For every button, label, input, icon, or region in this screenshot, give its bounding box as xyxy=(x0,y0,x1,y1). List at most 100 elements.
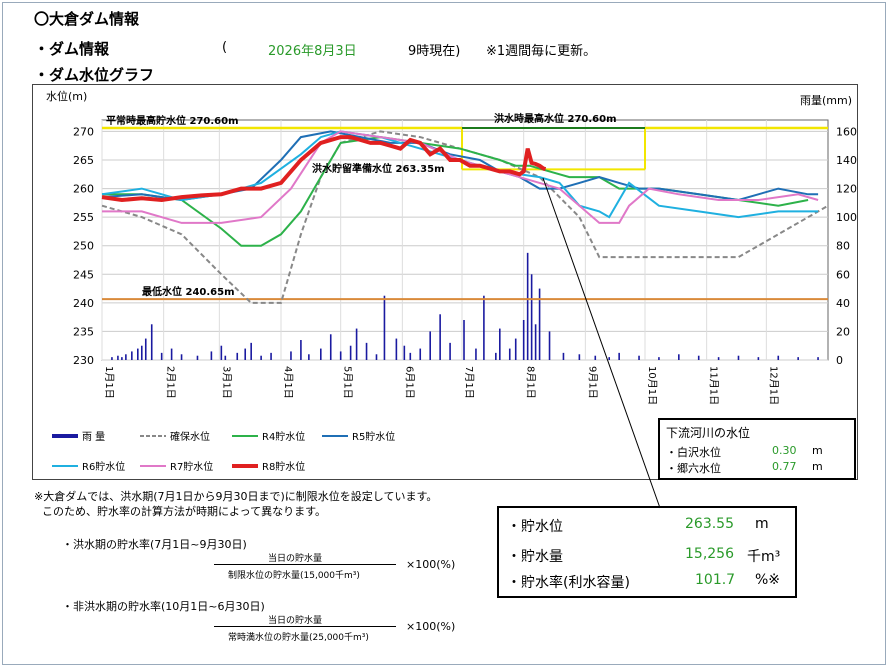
rain-bar xyxy=(308,354,310,360)
update-note: ※1週間毎に更新。 xyxy=(486,44,597,59)
graph-label: ・ダム水位グラフ xyxy=(34,66,155,84)
rain-bar xyxy=(522,320,525,360)
month-tick-label: 2月1日 xyxy=(165,366,177,399)
rain-bar xyxy=(125,354,127,360)
rain-bar xyxy=(111,357,113,360)
rain-bar xyxy=(236,352,239,360)
y2-tick-label: 40 xyxy=(836,297,850,310)
gouroku-unit: m xyxy=(812,460,823,473)
rain-bar xyxy=(224,355,227,360)
rain-bar xyxy=(797,357,799,360)
flood-fraction-bar xyxy=(214,564,396,565)
legend-label: R8貯水位 xyxy=(262,460,305,473)
rain-bar xyxy=(538,288,541,360)
legend-label: R7貯水位 xyxy=(170,460,213,473)
nonflood-period-title: ・非洪水期の貯水率(10月1日~6月30日) xyxy=(62,600,265,613)
rain-bar xyxy=(757,357,760,360)
rain-bar xyxy=(429,331,431,360)
update-date: 2026年8月3日 xyxy=(268,44,357,59)
paren-open: ( xyxy=(222,40,228,55)
y2-tick-label: 120 xyxy=(836,183,857,196)
month-tick-label: 10月1日 xyxy=(646,366,658,405)
rain-bar xyxy=(140,345,143,360)
nonflood-multiplier: ×100(%) xyxy=(406,620,456,633)
storage-volume-unit: 千m³ xyxy=(747,549,781,565)
rain-bar xyxy=(697,355,700,360)
y-tick-label: 260 xyxy=(73,183,94,196)
series-line-R8貯水位 xyxy=(101,135,547,203)
rain-bar xyxy=(578,354,581,360)
rain-bar xyxy=(483,295,485,360)
rain-bar xyxy=(658,357,660,360)
storage-volume-value: 15,256 xyxy=(685,546,734,562)
storage-volume-label: ・貯水量 xyxy=(507,549,563,565)
flood-multiplier: ×100(%) xyxy=(406,558,456,571)
series-line-R7貯水位 xyxy=(102,130,819,224)
series-line-確保水位 xyxy=(101,130,829,304)
rain-bar xyxy=(383,295,386,360)
rain-bar xyxy=(403,345,406,360)
rain-bar xyxy=(329,334,332,360)
y-tick-label: 240 xyxy=(73,297,94,310)
storage-rate-label: ・貯水率(利水容量) xyxy=(507,575,630,591)
rain-bar xyxy=(300,340,302,360)
rain-bar xyxy=(121,357,123,360)
legend-label: R6貯水位 xyxy=(82,460,125,473)
gouroku-label: ・郷六水位 xyxy=(666,462,721,475)
y-tick-label: 250 xyxy=(73,240,94,253)
rain-bar xyxy=(144,338,147,360)
y2-axis-label: 雨量(mm) xyxy=(800,94,852,107)
dam-info-label: ・ダム情報 xyxy=(34,40,110,58)
month-tick-label: 9月1日 xyxy=(586,366,598,399)
rain-bar xyxy=(638,355,640,360)
nonflood-fraction-bar xyxy=(214,626,396,627)
rain-bar xyxy=(220,345,223,360)
rain-bar xyxy=(608,357,611,360)
rain-bar xyxy=(137,348,139,360)
flood-high-label: 洪水時最高水位 270.60m xyxy=(494,112,617,125)
rain-bar xyxy=(508,348,511,360)
note-line-2: このため、貯水率の計算方法が時期によって異なります。 xyxy=(42,505,327,518)
storage-level-value: 263.55 xyxy=(685,516,734,532)
rain-bar xyxy=(365,342,368,360)
rain-bar xyxy=(180,354,183,360)
shirasawa-label: ・白沢水位 xyxy=(666,446,721,459)
month-tick-label: 8月1日 xyxy=(525,366,537,399)
rain-bar xyxy=(495,352,497,360)
rain-bar xyxy=(618,352,620,360)
month-tick-label: 6月1日 xyxy=(403,366,415,399)
page-title: 〇大倉ダム情報 xyxy=(34,10,140,28)
flood-reserve-label: 洪水貯留準備水位 263.35m xyxy=(312,162,445,175)
rain-bar xyxy=(150,324,153,360)
rain-bar xyxy=(449,342,451,360)
y-tick-label: 235 xyxy=(73,325,94,338)
shirasawa-unit: m xyxy=(812,444,823,457)
month-tick-label: 12月1日 xyxy=(767,366,779,405)
rain-bar xyxy=(514,338,517,360)
rain-bar xyxy=(170,348,173,360)
y2-tick-label: 100 xyxy=(836,211,857,224)
water-level-chart: 水位(m) 雨量(mm) 230 235 240 245 250 255 260 265 270… xyxy=(32,84,858,480)
river-box-title: 下流河川の水位 xyxy=(666,426,751,440)
river-level-box: 下流河川の水位 ・白沢水位 0.30 m ・郷六水位 0.77 m xyxy=(658,418,856,480)
month-tick-label: 7月1日 xyxy=(463,366,475,399)
rain-bar xyxy=(244,348,247,360)
storage-level-unit: m xyxy=(755,516,769,532)
rain-bar xyxy=(349,345,352,360)
gouroku-value: 0.77 xyxy=(772,460,797,473)
min-level-label: 最低水位 240.65m xyxy=(142,285,235,298)
rain-bar xyxy=(355,328,358,360)
y2-tick-label: 0 xyxy=(836,354,843,367)
rain-bar xyxy=(499,328,501,360)
rain-bar xyxy=(319,348,322,360)
month-tick-label: 5月1日 xyxy=(342,366,354,399)
y-axis-label: 水位(m) xyxy=(46,89,87,103)
month-tick-label: 3月1日 xyxy=(220,366,232,399)
month-tick-label: 11月1日 xyxy=(708,366,720,405)
rain-bar xyxy=(817,357,819,360)
legend-label: 雨 量 xyxy=(82,431,105,443)
y2-tick-label: 140 xyxy=(836,154,857,167)
nonflood-denominator: 常時満水位の貯水量(25,000千m³) xyxy=(228,633,369,643)
rain-bar xyxy=(131,351,133,360)
